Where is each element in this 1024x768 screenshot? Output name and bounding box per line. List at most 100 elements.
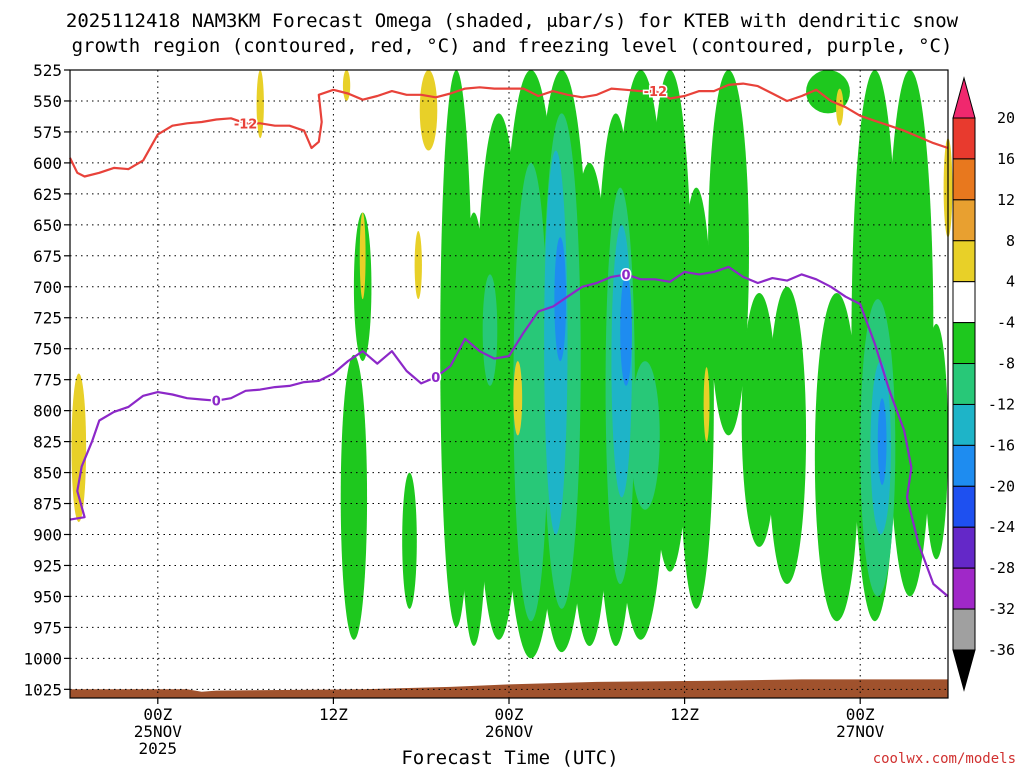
colorbar-top-arrow bbox=[952, 76, 976, 119]
omega-region-10 bbox=[708, 70, 749, 436]
colorbar-label-2: 12 bbox=[997, 191, 1015, 209]
omega-region-14 bbox=[814, 292, 859, 622]
colorbar-swatch-2 bbox=[952, 158, 976, 201]
omega-region-41 bbox=[836, 88, 844, 126]
colorbar-label-5: -4 bbox=[997, 314, 1015, 332]
colorbar-label-0: 20 bbox=[997, 109, 1015, 127]
omega-region-30 bbox=[554, 237, 567, 362]
omega-region-16 bbox=[886, 70, 934, 597]
colorbar-bottom-arrow bbox=[952, 649, 976, 692]
chart-title-line2: growth region (contoured, red, °C) and f… bbox=[72, 35, 953, 57]
omega-region-31 bbox=[620, 274, 632, 386]
watermark: coolwx.com/models bbox=[873, 751, 1016, 767]
freezing-contour-label-1: 0 bbox=[431, 371, 440, 386]
y-tick-label-925: 925 bbox=[33, 556, 62, 575]
colorbar-label-11: -28 bbox=[988, 559, 1015, 577]
y-tick-label-750: 750 bbox=[33, 340, 62, 359]
y-tick-label-525: 525 bbox=[33, 61, 62, 80]
colorbar-label-6: -8 bbox=[997, 355, 1015, 373]
omega-region-9 bbox=[678, 187, 714, 609]
colorbar-swatch-1 bbox=[952, 117, 976, 160]
colorbar-swatch-6 bbox=[952, 322, 976, 365]
colorbar-label-10: -24 bbox=[988, 518, 1015, 536]
x-axis-label: Forecast Time (UTC) bbox=[401, 747, 618, 768]
x-tick-label-30-2: 26NOV bbox=[485, 722, 534, 741]
x-tick-label-6-2: 25NOV bbox=[134, 722, 183, 741]
y-tick-label-725: 725 bbox=[33, 309, 62, 328]
colorbar-swatch-5 bbox=[952, 281, 976, 324]
omega-region-38 bbox=[414, 231, 422, 300]
ground-terrain bbox=[70, 679, 948, 698]
y-tick-label-875: 875 bbox=[33, 495, 62, 514]
omega-region-19 bbox=[340, 354, 368, 640]
grid-lines bbox=[70, 70, 948, 698]
omega-region-39 bbox=[513, 361, 523, 436]
x-tick-label-6-1: 00Z bbox=[143, 705, 172, 724]
y-tick-label-775: 775 bbox=[33, 371, 62, 390]
plot-area: -12 -12 0 0 0 bbox=[69, 69, 953, 699]
dgz-contour-label-0: -12 bbox=[234, 117, 258, 132]
dgz-contour-label-1: -12 bbox=[644, 85, 668, 100]
colorbar: 20 16 12 8 4 -4 -8 -12 -16 -20 -24 -28 -32 -36 bbox=[952, 76, 1015, 692]
x-tick-label-6-3: 2025 bbox=[139, 739, 178, 758]
colorbar-swatch-10 bbox=[952, 485, 976, 528]
colorbar-label-13: -36 bbox=[988, 641, 1015, 659]
freezing-contour-line bbox=[69, 265, 949, 598]
y-tick-label-700: 700 bbox=[33, 278, 62, 297]
omega-shading bbox=[71, 70, 953, 659]
omega-region-35 bbox=[342, 70, 351, 101]
y-tick-label-900: 900 bbox=[33, 525, 62, 544]
omega-region-40 bbox=[703, 367, 710, 442]
y-tick-label-550: 550 bbox=[33, 92, 62, 111]
y-axis: 525 550 575 600 625 650 675 700 725 750 775 800 825 8… bbox=[23, 61, 70, 699]
colorbar-swatch-12 bbox=[952, 567, 976, 610]
y-tick-label-975: 975 bbox=[33, 618, 62, 637]
omega-region-24 bbox=[630, 361, 660, 510]
y-tick-label-800: 800 bbox=[33, 402, 62, 421]
colorbar-swatch-3 bbox=[952, 199, 976, 242]
x-tick-label-18-1: 12Z bbox=[319, 705, 348, 724]
omega-region-12 bbox=[768, 286, 807, 585]
y-tick-label-600: 600 bbox=[33, 154, 62, 173]
y-tick-label-575: 575 bbox=[33, 123, 62, 142]
x-tick-label-42-1: 12Z bbox=[670, 705, 699, 724]
x-tick-label-54-2: 27NOV bbox=[836, 722, 885, 741]
y-tick-label-850: 850 bbox=[33, 464, 62, 483]
colorbar-swatch-11 bbox=[952, 526, 976, 569]
omega-region-11 bbox=[741, 292, 777, 547]
omega-region-20 bbox=[402, 472, 417, 609]
dgz-contour-line bbox=[69, 82, 949, 178]
x-tick-label-54-1: 00Z bbox=[846, 705, 875, 724]
y-tick-label-625: 625 bbox=[33, 185, 62, 204]
colorbar-label-3: 8 bbox=[1006, 232, 1015, 250]
omega-region-36 bbox=[419, 70, 438, 151]
freezing-contour-label-2: 0 bbox=[622, 268, 631, 283]
omega-region-32 bbox=[877, 398, 887, 485]
y-tick-label-650: 650 bbox=[33, 216, 62, 235]
colorbar-label-8: -16 bbox=[988, 436, 1015, 454]
colorbar-swatch-13 bbox=[952, 608, 976, 651]
y-tick-label-1025: 1025 bbox=[23, 680, 62, 699]
omega-region-34 bbox=[256, 70, 264, 139]
y-tick-label-675: 675 bbox=[33, 247, 62, 266]
chart-title-line1: 2025112418 NAM3KM Forecast Omega (shaded… bbox=[66, 10, 959, 32]
omega-region-26 bbox=[482, 274, 498, 386]
y-tick-label-825: 825 bbox=[33, 433, 62, 452]
omega-region-21 bbox=[513, 162, 549, 622]
colorbar-label-7: -12 bbox=[988, 395, 1015, 413]
ground-fill bbox=[70, 679, 948, 698]
y-tick-label-950: 950 bbox=[33, 587, 62, 606]
colorbar-label-4: 4 bbox=[1006, 273, 1015, 291]
colorbar-swatch-4 bbox=[952, 240, 976, 283]
contours: -12 -12 0 0 0 bbox=[69, 82, 949, 598]
colorbar-swatch-9 bbox=[952, 444, 976, 487]
colorbar-label-9: -20 bbox=[988, 477, 1015, 495]
colorbar-label-1: 16 bbox=[997, 150, 1015, 168]
colorbar-swatch-8 bbox=[952, 403, 976, 446]
colorbar-label-12: -32 bbox=[988, 600, 1015, 618]
x-tick-label-30-1: 00Z bbox=[495, 705, 524, 724]
freezing-contour-label-0: 0 bbox=[212, 395, 221, 410]
colorbar-swatch-7 bbox=[952, 363, 976, 405]
